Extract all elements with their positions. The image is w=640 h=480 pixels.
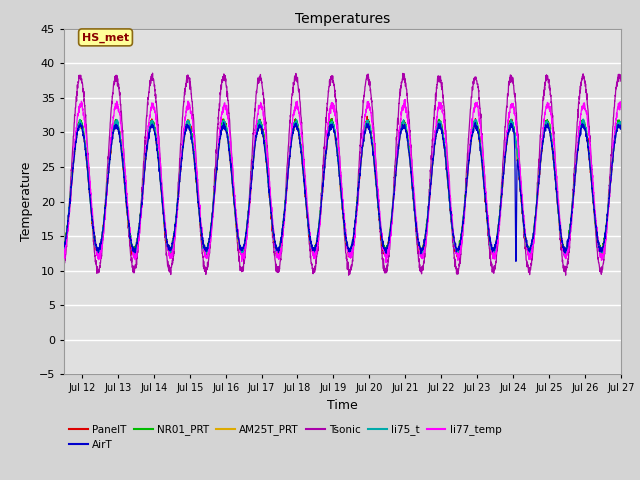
Title: Temperatures: Temperatures: [295, 12, 390, 26]
Text: HS_met: HS_met: [82, 32, 129, 43]
Y-axis label: Temperature: Temperature: [20, 162, 33, 241]
Legend: PanelT, AirT, NR01_PRT, AM25T_PRT, Tsonic, li75_t, li77_temp: PanelT, AirT, NR01_PRT, AM25T_PRT, Tsoni…: [69, 424, 501, 450]
X-axis label: Time: Time: [327, 399, 358, 412]
